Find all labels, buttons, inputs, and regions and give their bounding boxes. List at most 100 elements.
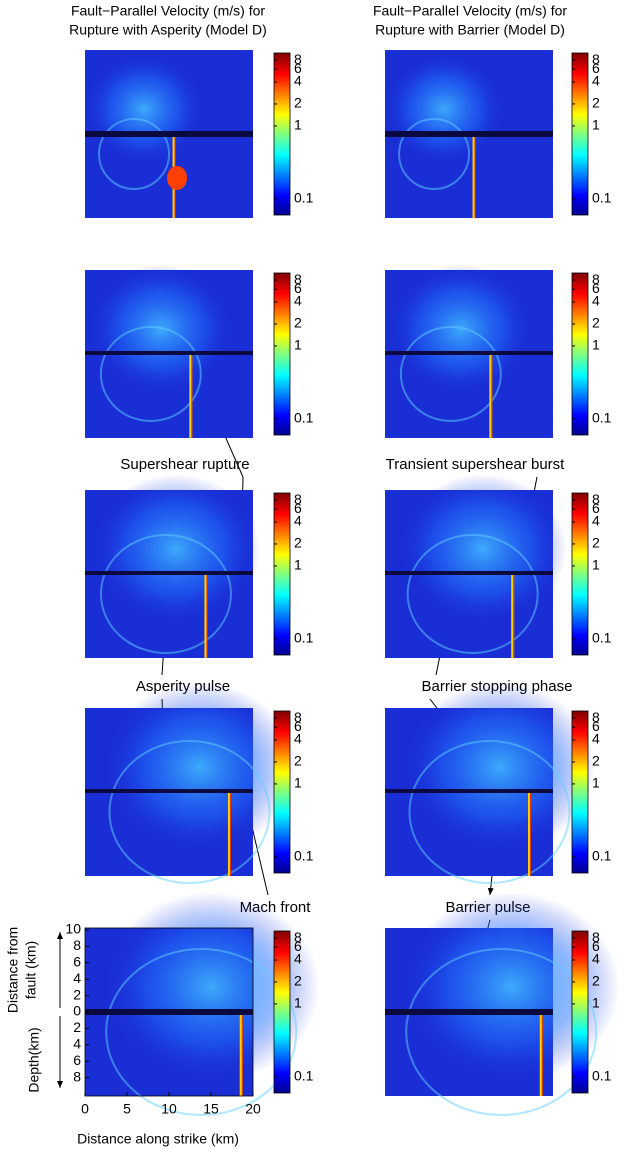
colorbar-tick-label: 8 [294, 271, 302, 287]
colorbar [571, 52, 589, 216]
fault [385, 789, 553, 793]
y-tick-label: 2 [73, 986, 81, 1002]
colorbar-tick-label: 2 [294, 535, 302, 551]
y-axis-label: fault (km) [23, 941, 39, 999]
colorbar-tick-label: 8 [294, 491, 302, 507]
colorbar-tick-label: 4 [294, 731, 302, 747]
y-tick-label: 0 [73, 1003, 81, 1019]
heatmap-wave [398, 118, 471, 190]
colorbar-tick-label: 4 [294, 513, 302, 529]
panel [385, 474, 567, 658]
panel [384, 50, 553, 218]
x-tick-label: 20 [245, 1101, 261, 1117]
colorbar-tick-label: 8 [592, 929, 600, 945]
colorbar-tick-label: 1 [592, 337, 600, 353]
colorbar-tick-label: 4 [592, 731, 600, 747]
colorbar-tick-label: 2 [592, 753, 600, 769]
title: Fault−Parallel Velocity (m/s) for [71, 3, 265, 19]
y-tick-label: 8 [73, 937, 81, 953]
y-tick-label: 10 [65, 921, 81, 937]
colorbar-tick-label: 8 [592, 709, 600, 725]
colorbar-tick-label: 6 [592, 938, 600, 954]
colorbar [273, 52, 291, 216]
colorbar-tick-label: 4 [592, 293, 600, 309]
panel [385, 682, 596, 884]
colorbar-tick-label: 6 [592, 60, 600, 76]
colorbar-tick-label: 6 [592, 718, 600, 734]
heatmap-glow [103, 892, 320, 1082]
colorbar [571, 710, 589, 874]
colorbar-tick-label: 1 [592, 117, 600, 133]
y-axis-label: Distance from [5, 927, 21, 1013]
heatmap-wave [405, 948, 598, 1116]
colorbar-tick-label: 2 [592, 535, 600, 551]
fault [85, 789, 253, 793]
heatmap-glow [88, 264, 233, 394]
colorbar-tick-label: 1 [294, 117, 302, 133]
colorbar-tick-label: 0.1 [294, 848, 314, 864]
colorbar-tick-label: 6 [294, 938, 302, 954]
colorbar-tick-label: 2 [294, 973, 302, 989]
colorbar-tick-label: 6 [294, 280, 302, 296]
colorbar-tick-label: 0.1 [592, 1068, 612, 1084]
heatmap-glow [388, 264, 533, 394]
colorbar-tick-label: 2 [592, 95, 600, 111]
heatmap-glow [403, 682, 596, 852]
colorbar-tick-label: 0.1 [592, 410, 612, 426]
fault [385, 1009, 553, 1015]
heatmap-glow [384, 54, 505, 164]
colorbar-tick-label: 0.1 [294, 630, 314, 646]
y-tick-label: 6 [73, 1052, 81, 1068]
x-tick-label: 10 [161, 1101, 177, 1117]
y-tick-label: 8 [73, 1068, 81, 1084]
heatmap-wave [105, 948, 298, 1116]
colorbar-tick-label: 0.1 [294, 410, 314, 426]
colorbar-tick-label: 4 [294, 293, 302, 309]
colorbar-tick-label: 6 [294, 718, 302, 734]
heatmap-wave [99, 534, 232, 654]
annotation: Transient supershear burst [386, 456, 566, 473]
panel [385, 892, 620, 1116]
colorbar-tick-label: 6 [294, 500, 302, 516]
colorbar-tick-label: 6 [294, 60, 302, 76]
title: Rupture with Barrier (Model D) [375, 22, 565, 38]
colorbar-tick-label: 1 [592, 557, 600, 573]
y-axis-label: Depth(km) [26, 1027, 42, 1092]
x-tick-label: 15 [203, 1101, 219, 1117]
colorbar-tick-label: 8 [592, 491, 600, 507]
colorbar-tick-label: 0.1 [592, 190, 612, 206]
colorbar [273, 930, 291, 1094]
fault [385, 131, 553, 137]
y-tick-label: 4 [73, 970, 81, 986]
colorbar-tick-label: 1 [592, 995, 600, 1011]
colorbar-tick-label: 4 [294, 73, 302, 89]
y-tick-label: 4 [73, 1036, 81, 1052]
title: Rupture with Asperity (Model D) [69, 22, 267, 38]
colorbar-tick-label: 8 [592, 271, 600, 287]
colorbar-tick-label: 6 [592, 280, 600, 296]
colorbar-tick-label: 0.1 [592, 630, 612, 646]
heatmap-glow [103, 682, 296, 852]
colorbar-tick-label: 2 [592, 973, 600, 989]
heatmap-wave [406, 534, 539, 654]
fault [85, 351, 253, 355]
colorbar-tick-label: 1 [592, 775, 600, 791]
colorbar-tick-label: 8 [294, 929, 302, 945]
colorbar-tick-label: 8 [294, 709, 302, 725]
heatmap-glow [398, 474, 567, 624]
colorbar-tick-label: 0.1 [592, 848, 612, 864]
panel [85, 682, 296, 884]
colorbar-tick-label: 1 [294, 995, 302, 1011]
y-tick-label: 2 [73, 1019, 81, 1035]
colorbar [571, 492, 589, 656]
colorbar [273, 710, 291, 874]
colorbar-tick-label: 4 [592, 513, 600, 529]
x-axis-label: Distance along strike (km) [77, 1131, 239, 1147]
fault [385, 571, 553, 575]
heatmap-wave [99, 326, 202, 422]
x-tick-label: 5 [123, 1101, 131, 1117]
colorbar-tick-label: 8 [592, 51, 600, 67]
colorbar-tick-label: 4 [294, 951, 302, 967]
title: Fault−Parallel Velocity (m/s) for [373, 3, 567, 19]
